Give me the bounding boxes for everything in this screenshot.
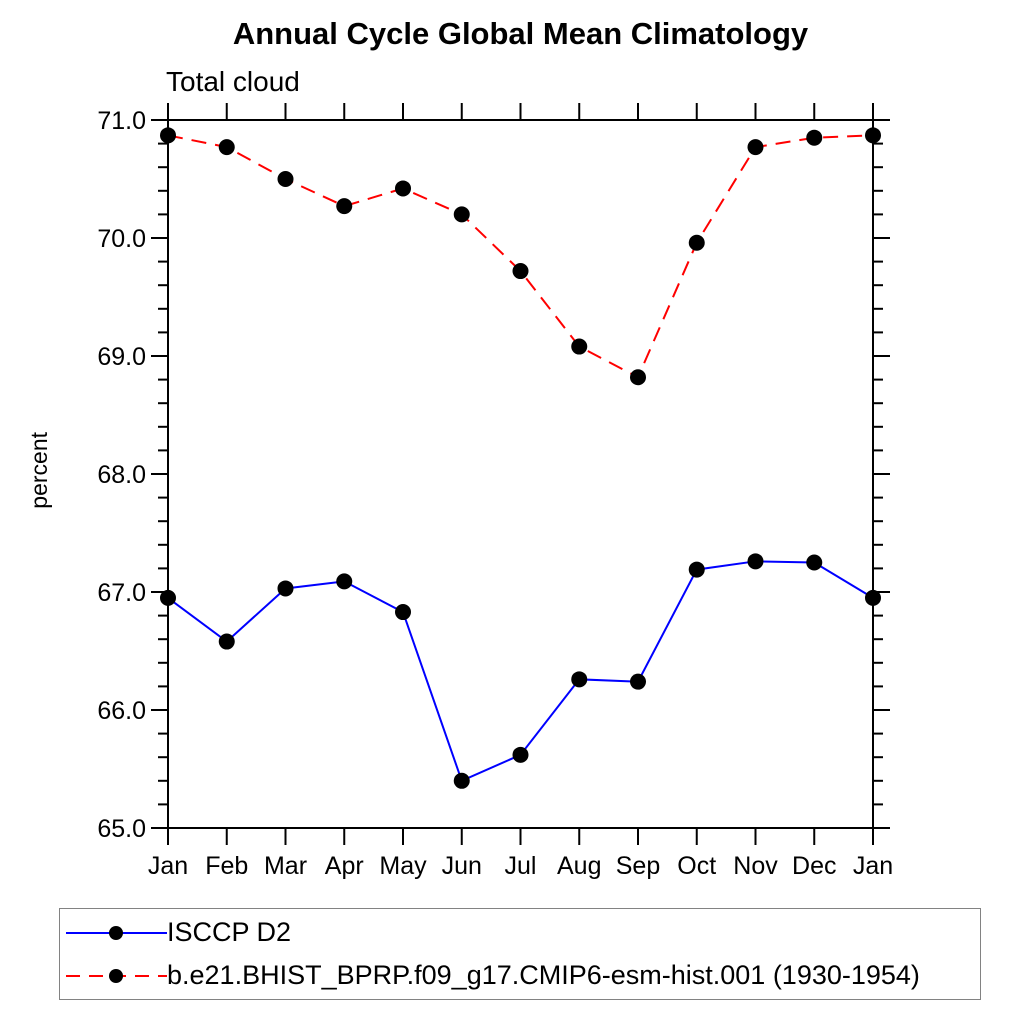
series-0-marker (512, 746, 529, 763)
legend-label-model: b.e21.BHIST_BPRP.f09_g17.CMIP6-esm-hist.… (167, 960, 920, 990)
series-0-marker (218, 633, 235, 650)
y-tick-label: 71.0 (97, 107, 146, 135)
legend-label-isccp: ISCCP D2 (167, 917, 292, 947)
x-tick-label: Jan (148, 852, 188, 880)
y-axis-minor-ticks (158, 142, 883, 806)
series-1-line (167, 134, 874, 379)
series-1-marker (453, 206, 470, 223)
chart-title: Annual Cycle Global Mean Climatology (232, 16, 809, 51)
x-tick-label: Nov (733, 852, 778, 880)
series-0-marker (865, 589, 881, 606)
legend-line-sample-dashed (66, 968, 167, 983)
series-0-marker (688, 561, 705, 578)
series-0-marker (277, 580, 294, 597)
x-tick-label: Jan (853, 852, 893, 880)
series-1-marker (512, 263, 529, 280)
x-tick-label: Apr (325, 852, 364, 880)
y-tick-label: 65.0 (97, 815, 146, 843)
series-0-marker (336, 573, 353, 590)
series-0-marker (806, 554, 823, 571)
series-0-marker (630, 673, 646, 690)
x-tick-label: Sep (616, 852, 660, 880)
x-tick-label: Jul (505, 852, 537, 880)
y-tick-label: 66.0 (97, 697, 146, 725)
series-1-marker (395, 180, 411, 197)
chart-plot-area: 65.0 66.0 67.0 68.0 69.0 70.0 71.0 Jan Feb Mar Apr… (97, 103, 893, 880)
series-0-marker (571, 671, 588, 688)
y-tick-label: 68.0 (97, 461, 146, 489)
series-1-marker (160, 127, 176, 144)
legend-marker-icon (109, 968, 123, 983)
legend-item-model: b.e21.BHIST_BPRP.f09_g17.CMIP6-esm-hist.… (60, 954, 980, 997)
y-tick-label: 67.0 (97, 579, 146, 607)
series-0-marker (395, 604, 411, 621)
x-tick-label: Dec (792, 852, 836, 880)
x-tick-label: May (379, 852, 427, 880)
legend-item-isccp: ISCCP D2 (60, 911, 980, 954)
legend: ISCCP D2 b.e21.BHIST_BPRP.f09_g17.CMIP6-… (59, 908, 981, 1000)
series-1-marker (747, 139, 764, 156)
series-0-marker (453, 772, 470, 789)
y-axis-ticks: 65.0 66.0 67.0 68.0 69.0 70.0 71.0 (97, 107, 890, 843)
x-tick-label: Jun (442, 852, 482, 880)
y-tick-label: 70.0 (97, 225, 146, 253)
series-1-marker (630, 369, 646, 386)
series-1-marker (865, 127, 881, 144)
series-1-marker (806, 129, 823, 146)
series-1 (160, 127, 881, 386)
x-tick-label: Feb (205, 852, 248, 880)
series-0-marker (160, 589, 176, 606)
legend-marker-icon (109, 925, 123, 940)
chart-subtitle: Total cloud (166, 66, 300, 97)
series-1-marker (571, 338, 588, 355)
series-0-marker (747, 553, 764, 570)
y-tick-label: 69.0 (97, 343, 146, 371)
legend-line-sample-solid (66, 925, 167, 940)
x-axis-ticks: Jan Feb Mar Apr May Jun Jul Aug Sep Oct Nov Dec Jan (148, 103, 893, 880)
series-1-marker (277, 171, 294, 187)
series-0 (160, 553, 881, 789)
series-1-marker (688, 234, 705, 251)
x-tick-label: Mar (264, 852, 307, 880)
x-tick-label: Oct (677, 852, 716, 880)
series-1-marker (336, 198, 353, 215)
x-tick-label: Aug (557, 852, 601, 880)
plot-frame (167, 119, 874, 829)
series-1-marker (218, 139, 235, 156)
